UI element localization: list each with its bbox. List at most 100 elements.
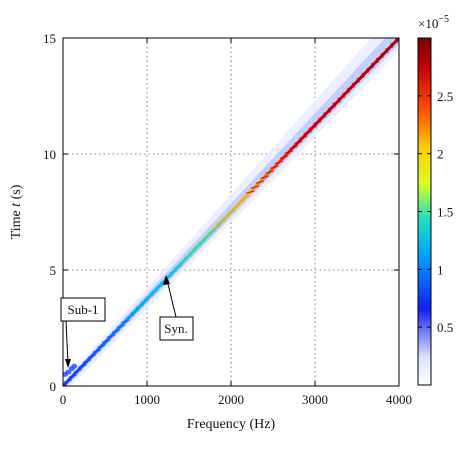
ridge-syn-stripe xyxy=(217,220,226,224)
ridge-syn-stripe xyxy=(332,101,341,105)
ridge-syn-stripe xyxy=(351,81,360,85)
annotation-sub-1-arrowhead xyxy=(65,359,71,368)
ridge-syn-stripe xyxy=(87,354,96,358)
ridge-syn-stripe xyxy=(73,369,82,373)
ridge-syn-stripe xyxy=(126,314,135,318)
ridge-syn-stripe xyxy=(92,349,101,353)
ridge-sub-1-point xyxy=(71,363,78,369)
ridge-syn-stripe xyxy=(63,379,72,383)
ridge-syn-stripe xyxy=(375,56,384,60)
ridge-syn-stripe xyxy=(111,329,120,333)
ridge-syn-stripe xyxy=(140,299,149,304)
ridge-syn-texture xyxy=(63,38,399,386)
ridge-syn-stripe xyxy=(97,344,106,348)
ridge-syn-stripe xyxy=(150,289,159,294)
colorbar-tick-label: 0.5 xyxy=(437,320,453,335)
ridge-syn-stripe xyxy=(102,339,111,343)
y-tick-label: 10 xyxy=(43,147,56,162)
y-tick-label: 15 xyxy=(43,31,56,46)
colorbar-ticks: 0.5 1 1.5 2 2.5 xyxy=(418,89,453,335)
ridge-syn-stripe xyxy=(342,91,351,95)
ridge-syn-stripe xyxy=(178,260,188,264)
ridge-syn-stripe xyxy=(385,46,394,50)
ridge-syn-stripe xyxy=(370,61,380,65)
colorbar-tick-label: 2.5 xyxy=(437,89,453,104)
annotation-sub-1-label: Sub-1 xyxy=(67,302,98,317)
ridge-syn-stripe xyxy=(68,374,77,378)
ridge-sub-1-point xyxy=(65,369,72,375)
ridge-syn-stripe xyxy=(366,66,375,70)
ridge-syn-stripe xyxy=(308,125,317,130)
ridge-syn-stripe xyxy=(289,145,298,149)
ridge-syn-stripe xyxy=(298,135,308,140)
annotation-sub-1-arrow xyxy=(65,320,69,365)
annotation-syn-box xyxy=(159,316,194,341)
x-axis: 0 1000 2000 3000 4000 xyxy=(60,38,412,407)
x-tick-label: 1000 xyxy=(134,392,160,407)
ridge-syn-stripe xyxy=(202,235,212,239)
ridge-syn-stripe xyxy=(294,140,303,144)
ridge-syn-stripe xyxy=(270,165,279,169)
ridge-syn-stripe xyxy=(356,76,365,80)
ridge-syn-stripe xyxy=(284,150,293,154)
ridge-syn-stripe xyxy=(337,96,346,100)
annotation-sub-1-box xyxy=(60,297,106,322)
ridge-syn-stripe xyxy=(361,71,370,75)
heatmap-layer xyxy=(63,38,399,386)
ridge-syn-stripe xyxy=(303,130,312,135)
ridge-syn-stripe xyxy=(226,210,236,214)
ridge-syn-stripe xyxy=(236,200,245,204)
colorbar-tick-label: 1 xyxy=(437,262,444,277)
ridge-syn-stripe xyxy=(130,309,140,314)
y-tick-label: 0 xyxy=(50,379,57,394)
annotation-sub-1: Sub-1 xyxy=(60,297,106,368)
ridge-syn-stripe xyxy=(222,215,231,219)
ridge-syn-stripe xyxy=(255,180,264,184)
ridge-syn-stripe xyxy=(154,284,164,289)
ridge-syn-stripe xyxy=(279,155,288,159)
ridge-syn-stripe xyxy=(183,255,192,259)
colorbar-exponent: ×10−5 xyxy=(418,14,449,31)
annotation-syn-label: Syn. xyxy=(164,321,187,336)
ridge-syn-stripe xyxy=(135,304,144,309)
ridge-syn-stripe xyxy=(121,319,130,323)
y-axis: 0 5 10 15 xyxy=(43,31,399,394)
ridge-syn-stripe xyxy=(313,120,322,125)
y-tick-label: 5 xyxy=(50,263,57,278)
ridge-syn-stripe xyxy=(380,51,389,55)
ridge-syn-stripe xyxy=(193,245,202,249)
annotation-syn-arrowhead xyxy=(163,275,170,285)
y-axis-label: Time t (s) xyxy=(9,184,24,239)
ridge-syn-stripe xyxy=(390,41,399,45)
ridge-syn-stripe xyxy=(322,110,332,115)
x-tick-label: 2000 xyxy=(218,392,244,407)
grid-lines xyxy=(63,38,399,386)
ridge-syn-stripe xyxy=(169,270,178,274)
ridge-syn-stripe xyxy=(106,334,116,338)
ridge-syn-stripe xyxy=(246,190,255,194)
ridge-syn-stripe xyxy=(318,115,327,120)
annotation-syn-arrow xyxy=(166,279,177,318)
ridge-syn-stripe xyxy=(212,225,221,229)
ridge-syn-stripe xyxy=(250,185,260,189)
ridge-syn-stripe xyxy=(78,364,87,368)
ridge-syn-stripe xyxy=(116,324,125,328)
ridge-syn-stripe xyxy=(260,175,269,179)
ridge-syn-stripe xyxy=(346,86,356,90)
ridge-syn-stripe xyxy=(394,38,399,40)
colorbar-tick-label: 1.5 xyxy=(437,205,453,220)
colorbar-tick-label: 2 xyxy=(437,147,444,162)
x-tick-label: 4000 xyxy=(386,392,412,407)
x-tick-label: 0 xyxy=(60,392,67,407)
ridge-syn-stripe xyxy=(198,240,207,244)
ridge-sub-1 xyxy=(63,363,78,377)
ridge-syn-stripe xyxy=(231,205,240,209)
x-tick-label: 3000 xyxy=(302,392,328,407)
ridge-syn-stripe xyxy=(274,160,284,164)
ridge-syn-stripe xyxy=(327,106,336,110)
ridge-syn-stripe xyxy=(63,384,68,386)
ridge-syn-stripe xyxy=(82,359,92,363)
ridge-syn-stripe xyxy=(207,230,216,234)
ridge-syn-stripe xyxy=(188,250,197,254)
